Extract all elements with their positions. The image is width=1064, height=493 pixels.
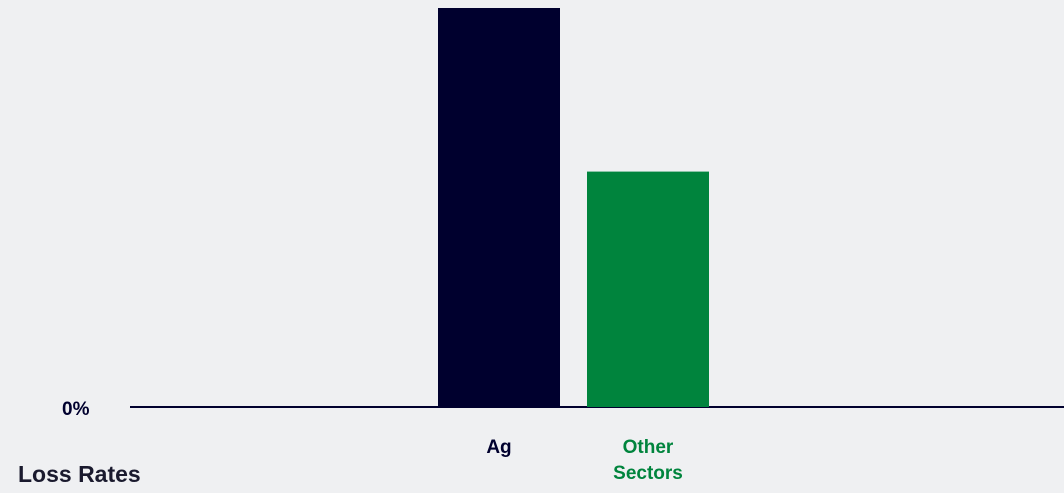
y-axis-label: Loss Rates (18, 461, 141, 487)
category-label-1: Other Sectors (613, 437, 683, 484)
y-tick-label-zero: 0% (62, 399, 90, 420)
bars-group (438, 8, 709, 407)
bar-1 (587, 171, 709, 407)
category-labels-group: Ag Other Sectors (486, 437, 683, 484)
bar-0 (438, 8, 560, 407)
category-label-0: Ag (486, 437, 511, 458)
